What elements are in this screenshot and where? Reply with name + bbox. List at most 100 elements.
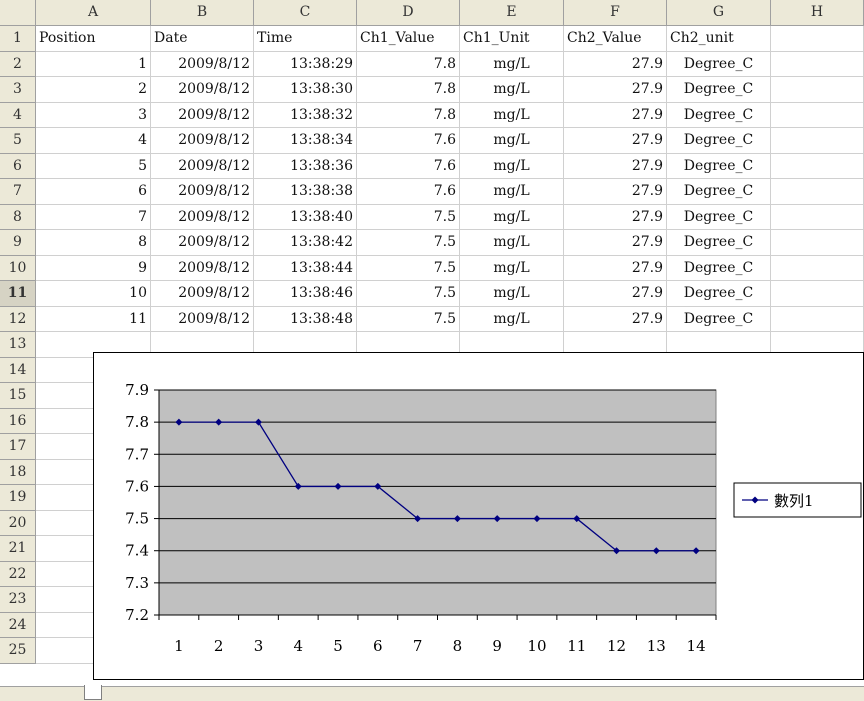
data-cell[interactable]: 27.9 bbox=[564, 281, 667, 307]
data-cell[interactable]: 13:38:46 bbox=[254, 281, 357, 307]
column-title-cell[interactable]: Ch2_unit bbox=[667, 26, 771, 52]
cell[interactable] bbox=[771, 77, 864, 103]
data-cell[interactable]: Degree_C bbox=[667, 306, 771, 332]
data-cell[interactable]: mg/L bbox=[460, 281, 564, 307]
data-cell[interactable]: 13:38:48 bbox=[254, 306, 357, 332]
data-cell[interactable]: 4 bbox=[36, 128, 151, 154]
row-header-23[interactable]: 23 bbox=[0, 587, 36, 613]
data-cell[interactable]: mg/L bbox=[460, 255, 564, 281]
data-cell[interactable]: 7.5 bbox=[357, 204, 460, 230]
data-cell[interactable]: mg/L bbox=[460, 51, 564, 77]
data-cell[interactable]: 7.5 bbox=[357, 255, 460, 281]
data-cell[interactable]: 27.9 bbox=[564, 77, 667, 103]
row-header-7[interactable]: 7 bbox=[0, 179, 36, 205]
data-cell[interactable]: 2009/8/12 bbox=[151, 51, 254, 77]
data-cell[interactable]: Degree_C bbox=[667, 255, 771, 281]
column-header-a[interactable]: A bbox=[36, 0, 151, 26]
data-cell[interactable]: 1 bbox=[36, 51, 151, 77]
data-cell[interactable]: 27.9 bbox=[564, 51, 667, 77]
data-cell[interactable]: mg/L bbox=[460, 230, 564, 256]
data-cell[interactable]: Degree_C bbox=[667, 204, 771, 230]
data-cell[interactable]: 2009/8/12 bbox=[151, 128, 254, 154]
data-cell[interactable]: Degree_C bbox=[667, 128, 771, 154]
data-cell[interactable]: 8 bbox=[36, 230, 151, 256]
data-cell[interactable]: 7.8 bbox=[357, 77, 460, 103]
data-cell[interactable]: 27.9 bbox=[564, 128, 667, 154]
data-cell[interactable]: 7.6 bbox=[357, 153, 460, 179]
data-cell[interactable]: Degree_C bbox=[667, 179, 771, 205]
column-title-cell[interactable]: Date bbox=[151, 26, 254, 52]
data-cell[interactable]: 2009/8/12 bbox=[151, 179, 254, 205]
column-header-b[interactable]: B bbox=[151, 0, 254, 26]
cell[interactable] bbox=[771, 306, 864, 332]
column-header-f[interactable]: F bbox=[564, 0, 667, 26]
data-cell[interactable]: mg/L bbox=[460, 204, 564, 230]
row-header-17[interactable]: 17 bbox=[0, 434, 36, 460]
data-cell[interactable]: 2009/8/12 bbox=[151, 281, 254, 307]
row-header-2[interactable]: 2 bbox=[0, 51, 36, 77]
cell[interactable] bbox=[771, 179, 864, 205]
data-cell[interactable]: 2009/8/12 bbox=[151, 204, 254, 230]
row-header-5[interactable]: 5 bbox=[0, 128, 36, 154]
data-cell[interactable]: 27.9 bbox=[564, 204, 667, 230]
data-cell[interactable]: mg/L bbox=[460, 77, 564, 103]
data-cell[interactable]: mg/L bbox=[460, 306, 564, 332]
column-header-d[interactable]: D bbox=[357, 0, 460, 26]
data-cell[interactable]: 13:38:36 bbox=[254, 153, 357, 179]
cell[interactable] bbox=[771, 204, 864, 230]
data-cell[interactable]: 27.9 bbox=[564, 102, 667, 128]
data-cell[interactable]: 13:38:44 bbox=[254, 255, 357, 281]
data-cell[interactable]: 2009/8/12 bbox=[151, 77, 254, 103]
column-title-cell[interactable]: Position bbox=[36, 26, 151, 52]
data-cell[interactable]: 2009/8/12 bbox=[151, 230, 254, 256]
data-cell[interactable]: 13:38:42 bbox=[254, 230, 357, 256]
row-header-24[interactable]: 24 bbox=[0, 612, 36, 638]
data-cell[interactable]: 2009/8/12 bbox=[151, 255, 254, 281]
data-cell[interactable]: 7.5 bbox=[357, 281, 460, 307]
row-header-9[interactable]: 9 bbox=[0, 230, 36, 256]
row-header-8[interactable]: 8 bbox=[0, 204, 36, 230]
column-title-cell[interactable]: Ch1_Value bbox=[357, 26, 460, 52]
select-all-corner[interactable] bbox=[0, 0, 36, 26]
row-header-22[interactable]: 22 bbox=[0, 561, 36, 587]
row-header-6[interactable]: 6 bbox=[0, 153, 36, 179]
sheet-tab[interactable] bbox=[84, 685, 102, 700]
row-header-20[interactable]: 20 bbox=[0, 510, 36, 536]
data-cell[interactable]: 7.8 bbox=[357, 102, 460, 128]
data-cell[interactable]: 27.9 bbox=[564, 255, 667, 281]
data-cell[interactable]: mg/L bbox=[460, 128, 564, 154]
data-cell[interactable]: 7.8 bbox=[357, 51, 460, 77]
row-header-11[interactable]: 11 bbox=[0, 281, 36, 307]
data-cell[interactable]: 13:38:30 bbox=[254, 77, 357, 103]
data-cell[interactable]: 27.9 bbox=[564, 153, 667, 179]
data-cell[interactable]: 7.6 bbox=[357, 128, 460, 154]
row-header-3[interactable]: 3 bbox=[0, 77, 36, 103]
data-cell[interactable]: 6 bbox=[36, 179, 151, 205]
data-cell[interactable]: Degree_C bbox=[667, 230, 771, 256]
row-header-21[interactable]: 21 bbox=[0, 536, 36, 562]
data-cell[interactable]: 7.5 bbox=[357, 306, 460, 332]
data-cell[interactable]: 7.5 bbox=[357, 230, 460, 256]
row-header-13[interactable]: 13 bbox=[0, 332, 36, 358]
data-cell[interactable]: 13:38:29 bbox=[254, 51, 357, 77]
data-cell[interactable]: mg/L bbox=[460, 179, 564, 205]
column-header-c[interactable]: C bbox=[254, 0, 357, 26]
row-header-15[interactable]: 15 bbox=[0, 383, 36, 409]
cell[interactable] bbox=[771, 128, 864, 154]
row-header-4[interactable]: 4 bbox=[0, 102, 36, 128]
data-cell[interactable]: 13:38:34 bbox=[254, 128, 357, 154]
cell[interactable] bbox=[771, 51, 864, 77]
data-cell[interactable]: Degree_C bbox=[667, 77, 771, 103]
cell[interactable] bbox=[771, 102, 864, 128]
data-cell[interactable]: Degree_C bbox=[667, 51, 771, 77]
row-header-18[interactable]: 18 bbox=[0, 459, 36, 485]
data-cell[interactable]: 9 bbox=[36, 255, 151, 281]
data-cell[interactable]: 27.9 bbox=[564, 306, 667, 332]
column-header-e[interactable]: E bbox=[460, 0, 564, 26]
row-header-16[interactable]: 16 bbox=[0, 408, 36, 434]
data-cell[interactable]: 13:38:38 bbox=[254, 179, 357, 205]
data-cell[interactable]: 13:38:40 bbox=[254, 204, 357, 230]
line-chart[interactable]: 7.2 7.3 7.4 7.5 7.6 7.7 7.8 7.9 1 2 3 4 5 6 7 8 9 10 11 12 1… bbox=[93, 352, 864, 680]
data-cell[interactable]: Degree_C bbox=[667, 102, 771, 128]
column-header-g[interactable]: G bbox=[667, 0, 771, 26]
